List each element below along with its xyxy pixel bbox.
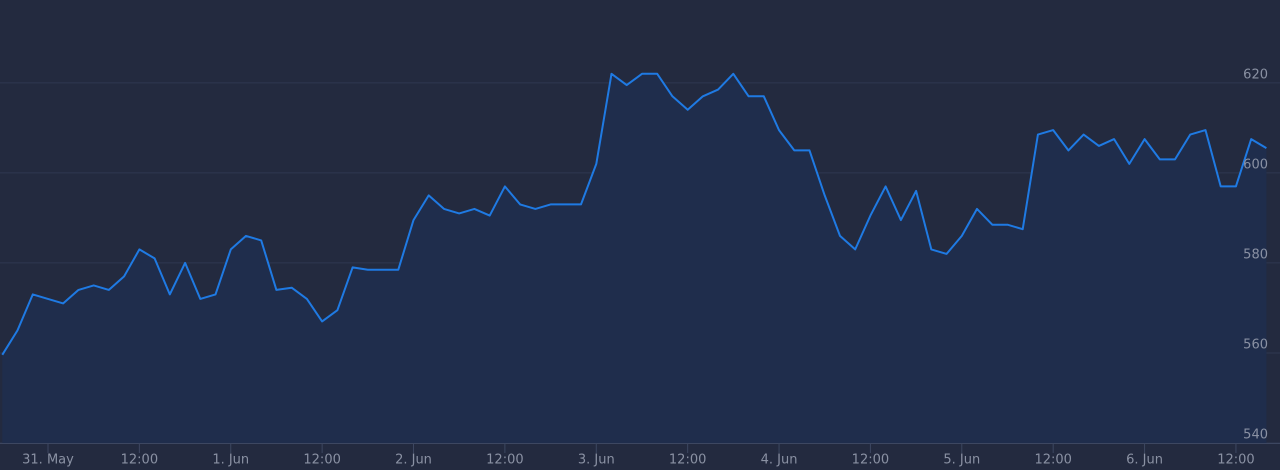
x-tick-label: 12:00 <box>1034 453 1071 468</box>
x-tick-label: 2. Jun <box>395 453 432 468</box>
area <box>2 73 1267 444</box>
x-tick-label: 5. Jun <box>943 453 980 468</box>
x-tick-label: 12:00 <box>121 453 158 468</box>
x-tick-label: 12:00 <box>486 453 523 468</box>
line <box>1 72 1267 356</box>
x-tick-label: 3. Jun <box>578 453 615 468</box>
x-tick-label: 12:00 <box>669 453 706 468</box>
x-tick-label: 12:00 <box>852 453 889 468</box>
y-tick-label: 580 <box>1243 247 1268 262</box>
x-tick-label: 6. Jun <box>1126 453 1163 468</box>
y-tick-label: 600 <box>1243 157 1268 172</box>
y-tick-label: 560 <box>1243 337 1268 352</box>
y-tick-label: 620 <box>1243 67 1268 82</box>
y-tick-label: 540 <box>1243 428 1268 443</box>
x-tick-label: 12:00 <box>1217 453 1254 468</box>
x-tick-label: 12:00 <box>303 453 340 468</box>
x-tick-label: 4. Jun <box>761 453 798 468</box>
x-tick-label: 1. Jun <box>212 453 249 468</box>
x-tick-label: 31. May <box>22 453 74 468</box>
